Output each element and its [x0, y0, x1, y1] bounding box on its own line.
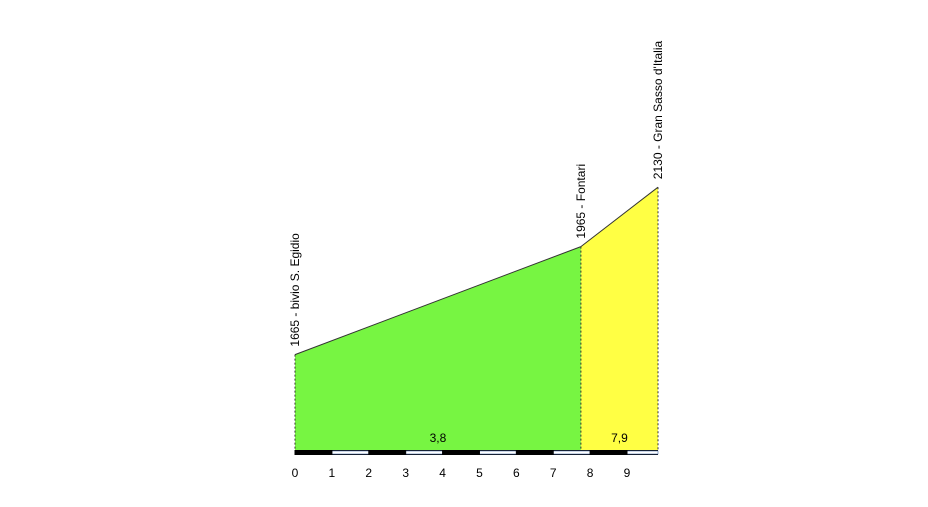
x-tick-label: 8: [587, 466, 594, 480]
x-tick-label: 6: [513, 466, 520, 480]
x-tick-label: 0: [292, 466, 299, 480]
x-tick-label: 9: [624, 466, 631, 480]
point-label: 1965 - Fontari: [574, 164, 588, 239]
profile-segment: [295, 246, 581, 450]
profile-line: [580, 186, 659, 247]
gradient-label: 7,9: [611, 431, 628, 445]
point-label: 1665 - bivio S. Egidio: [288, 233, 302, 347]
distance-bar-block: [331, 450, 370, 455]
x-tick-label: 7: [550, 466, 557, 480]
x-tick-label: 3: [402, 466, 409, 480]
point-label: 2130 - Gran Sasso d'Italia: [651, 41, 665, 180]
x-tick-label: 2: [365, 466, 372, 480]
distance-bar-block: [479, 450, 517, 455]
distance-bar-block: [626, 450, 659, 455]
x-tick-label: 1: [329, 466, 336, 480]
distance-bar: [295, 450, 658, 455]
gradient-label: 3,8: [430, 431, 447, 445]
x-tick-label: 4: [439, 466, 446, 480]
distance-bar-block: [405, 450, 443, 455]
profile-line: [294, 246, 582, 356]
profile-segment: [580, 187, 658, 450]
distance-bar-block: [552, 450, 591, 455]
x-tick-label: 5: [476, 466, 483, 480]
